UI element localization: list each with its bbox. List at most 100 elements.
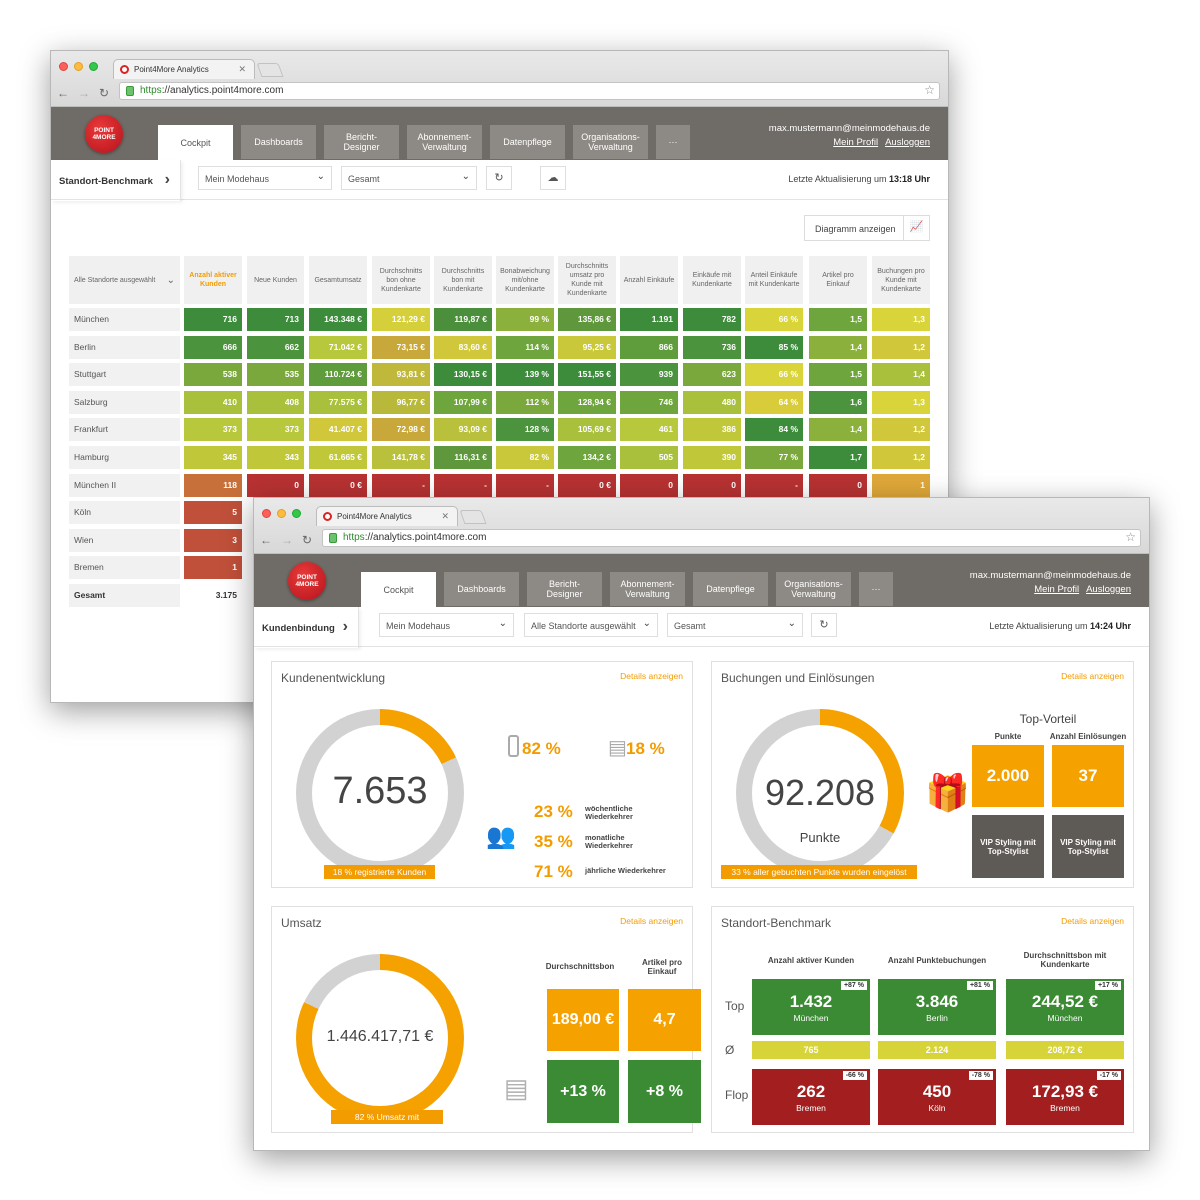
- url-host: ://analytics.point4more.com: [364, 532, 487, 543]
- point4more-logo[interactable]: POINT 4MORE: [85, 115, 123, 153]
- details-link[interactable]: Details anzeigen: [620, 671, 683, 681]
- back-icon[interactable]: ←: [57, 86, 69, 100]
- table-cell: 77 %: [745, 446, 803, 469]
- bookmark-star-icon[interactable]: ☆: [1125, 530, 1136, 544]
- refresh-button[interactable]: ↻: [811, 613, 837, 637]
- close-window-button[interactable]: [59, 62, 68, 71]
- location-filter[interactable]: Alle Standorte ausgewählt ⌄: [69, 256, 180, 304]
- top-location-box[interactable]: 3.846 Berlin +81 %: [878, 979, 996, 1035]
- nav-tab[interactable]: Dashboards: [241, 125, 316, 159]
- breadcrumb[interactable]: Standort-Benchmark ›: [51, 160, 181, 201]
- table-cell: -: [496, 473, 554, 497]
- location-filter-label: Alle Standorte ausgewählt: [74, 276, 156, 284]
- period-select[interactable]: Gesamt ⌄: [341, 166, 477, 190]
- logout-link[interactable]: Ausloggen: [885, 137, 930, 148]
- nav-tab[interactable]: Cockpit: [361, 572, 436, 607]
- refresh-button[interactable]: ↻: [486, 166, 512, 190]
- nav-tab[interactable]: Abonnement- Verwaltung: [610, 572, 685, 606]
- profile-link[interactable]: Mein Profil: [1034, 584, 1080, 595]
- forward-icon[interactable]: →: [78, 86, 90, 100]
- average-value: 2.124: [878, 1041, 996, 1059]
- browser-tab[interactable]: Point4More Analytics ✕: [316, 506, 458, 526]
- tab-title: Point4More Analytics: [134, 65, 209, 74]
- close-tab-icon[interactable]: ✕: [238, 64, 246, 74]
- nav-tab[interactable]: Cockpit: [158, 125, 233, 160]
- point4more-logo[interactable]: POINT 4MORE: [288, 562, 326, 600]
- yearly-returners-pct: 71 %: [534, 862, 573, 881]
- column-header[interactable]: Durchschnitts bon mit Kundenkarte: [434, 256, 492, 304]
- column-header[interactable]: Neue Kunden: [247, 256, 304, 304]
- row-label-average: Ø: [725, 1043, 735, 1057]
- maximize-window-button[interactable]: [292, 509, 301, 518]
- table-cell: 1: [872, 473, 930, 497]
- flop-location-box[interactable]: 262 Bremen -66 %: [752, 1069, 870, 1125]
- address-bar[interactable]: https://analytics.point4more.com ☆: [322, 529, 1141, 547]
- table-cell: 746: [620, 390, 678, 414]
- breadcrumb[interactable]: Kundenbindung ›: [254, 607, 359, 648]
- browser-tab[interactable]: Point4More Analytics ✕: [113, 59, 255, 79]
- column-header[interactable]: Buchungen pro Kunde mit Kundenkarte: [872, 256, 930, 304]
- table-cell: 119,87 €: [434, 308, 492, 331]
- nav-tab[interactable]: Datenpflege: [490, 125, 565, 159]
- details-link[interactable]: Details anzeigen: [1061, 916, 1124, 926]
- cloud-upload-button[interactable]: ☁: [540, 166, 566, 190]
- column-header[interactable]: Gesamtumsatz: [309, 256, 367, 304]
- panel-kundenentwicklung: Kundenentwicklung Details anzeigen 7.653…: [271, 661, 693, 888]
- table-cell: 66 %: [745, 308, 803, 331]
- show-diagram-button[interactable]: Diagramm anzeigen 📈: [804, 215, 930, 241]
- new-tab-button[interactable]: [256, 63, 284, 77]
- close-window-button[interactable]: [262, 509, 271, 518]
- column-header[interactable]: Artikel pro Einkauf: [809, 256, 867, 304]
- nav-tab[interactable]: ···: [656, 125, 690, 159]
- nav-tab[interactable]: Organisations- Verwaltung: [573, 125, 648, 159]
- details-link[interactable]: Details anzeigen: [1061, 671, 1124, 681]
- col-head-points: Punkte: [994, 732, 1022, 741]
- flop-location-box[interactable]: 450 Köln -78 %: [878, 1069, 996, 1125]
- top-location-name: München: [793, 1013, 829, 1023]
- address-bar[interactable]: https://analytics.point4more.com ☆: [119, 82, 940, 100]
- period-select[interactable]: Gesamt ⌄: [667, 613, 803, 637]
- minimize-window-button[interactable]: [277, 509, 286, 518]
- details-link[interactable]: Details anzeigen: [620, 916, 683, 926]
- nav-tab[interactable]: Datenpflege: [693, 572, 768, 606]
- table-cell: 345: [184, 446, 242, 469]
- forward-icon[interactable]: →: [281, 533, 293, 547]
- items-per-purchase-delta: +8 %: [628, 1060, 701, 1123]
- row-label-top: Top: [725, 999, 745, 1013]
- logout-link[interactable]: Ausloggen: [1086, 584, 1131, 595]
- nav-tab-label: Dashboards: [457, 584, 506, 594]
- back-icon[interactable]: ←: [260, 533, 272, 547]
- nav-tab[interactable]: ···: [859, 572, 893, 606]
- column-header[interactable]: Durchschnitts bon ohne Kundenkarte: [372, 256, 430, 304]
- profile-link[interactable]: Mein Profil: [833, 137, 879, 148]
- company-select[interactable]: Mein Modehaus ⌄: [198, 166, 332, 190]
- minimize-window-button[interactable]: [74, 62, 83, 71]
- panel-title: Kundenentwicklung: [281, 671, 386, 685]
- table-cell: 408: [247, 390, 304, 414]
- column-header[interactable]: Durchschnitts umsatz pro Kunde mit Kunde…: [558, 256, 616, 304]
- bookmark-star-icon[interactable]: ☆: [924, 83, 935, 97]
- flop-location-box[interactable]: 172,93 € Bremen -17 %: [1006, 1069, 1124, 1125]
- top-location-box[interactable]: 244,52 € München +17 %: [1006, 979, 1124, 1035]
- nav-tab[interactable]: Abonnement- Verwaltung: [407, 125, 482, 159]
- top-benefit-points: 2.000: [972, 745, 1044, 807]
- column-header[interactable]: Anteil Einkäufe mit Kundenkarte: [745, 256, 803, 304]
- nav-tab[interactable]: Dashboards: [444, 572, 519, 606]
- reload-icon[interactable]: ↻: [99, 86, 110, 100]
- close-tab-icon[interactable]: ✕: [441, 511, 449, 521]
- nav-tab[interactable]: Organisations- Verwaltung: [776, 572, 851, 606]
- reload-icon[interactable]: ↻: [302, 533, 313, 547]
- browser-window-kundenbindung: Point4More Analytics ✕ ← → ↻ https://analyt…: [253, 497, 1150, 1151]
- new-tab-button[interactable]: [459, 510, 487, 524]
- column-header[interactable]: Einkäufe mit Kundenkarte: [683, 256, 741, 304]
- column-header[interactable]: Anzahl aktiver Kunden: [184, 256, 242, 304]
- location-select[interactable]: Alle Standorte ausgewählt ⌄: [524, 613, 658, 637]
- column-header[interactable]: Anzahl Einkäufe: [620, 256, 678, 304]
- maximize-window-button[interactable]: [89, 62, 98, 71]
- nav-tab[interactable]: Bericht- Designer: [527, 572, 602, 606]
- nav-tab-label: Bericht- Designer: [343, 132, 380, 152]
- top-location-box[interactable]: 1.432 München +87 %: [752, 979, 870, 1035]
- nav-tab[interactable]: Bericht- Designer: [324, 125, 399, 159]
- column-header[interactable]: Bonabweichung mit/ohne Kundenkarte: [496, 256, 554, 304]
- company-select[interactable]: Mein Modehaus ⌄: [379, 613, 514, 637]
